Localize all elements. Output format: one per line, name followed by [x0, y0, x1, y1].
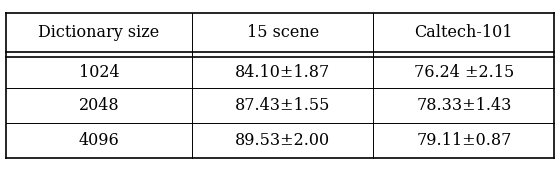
- Text: Caltech-101: Caltech-101: [414, 24, 513, 41]
- Text: 1024: 1024: [78, 64, 119, 81]
- Text: 2048: 2048: [78, 97, 119, 114]
- Text: 78.33±1.43: 78.33±1.43: [416, 97, 511, 114]
- Text: 76.24 ±2.15: 76.24 ±2.15: [414, 64, 514, 81]
- Text: 4096: 4096: [78, 132, 119, 149]
- Text: 87.43±1.55: 87.43±1.55: [235, 97, 330, 114]
- Text: 15 scene: 15 scene: [246, 24, 319, 41]
- Text: 79.11±0.87: 79.11±0.87: [416, 132, 511, 149]
- Text: 84.10±1.87: 84.10±1.87: [235, 64, 330, 81]
- Text: Dictionary size: Dictionary size: [38, 24, 160, 41]
- Text: 89.53±2.00: 89.53±2.00: [235, 132, 330, 149]
